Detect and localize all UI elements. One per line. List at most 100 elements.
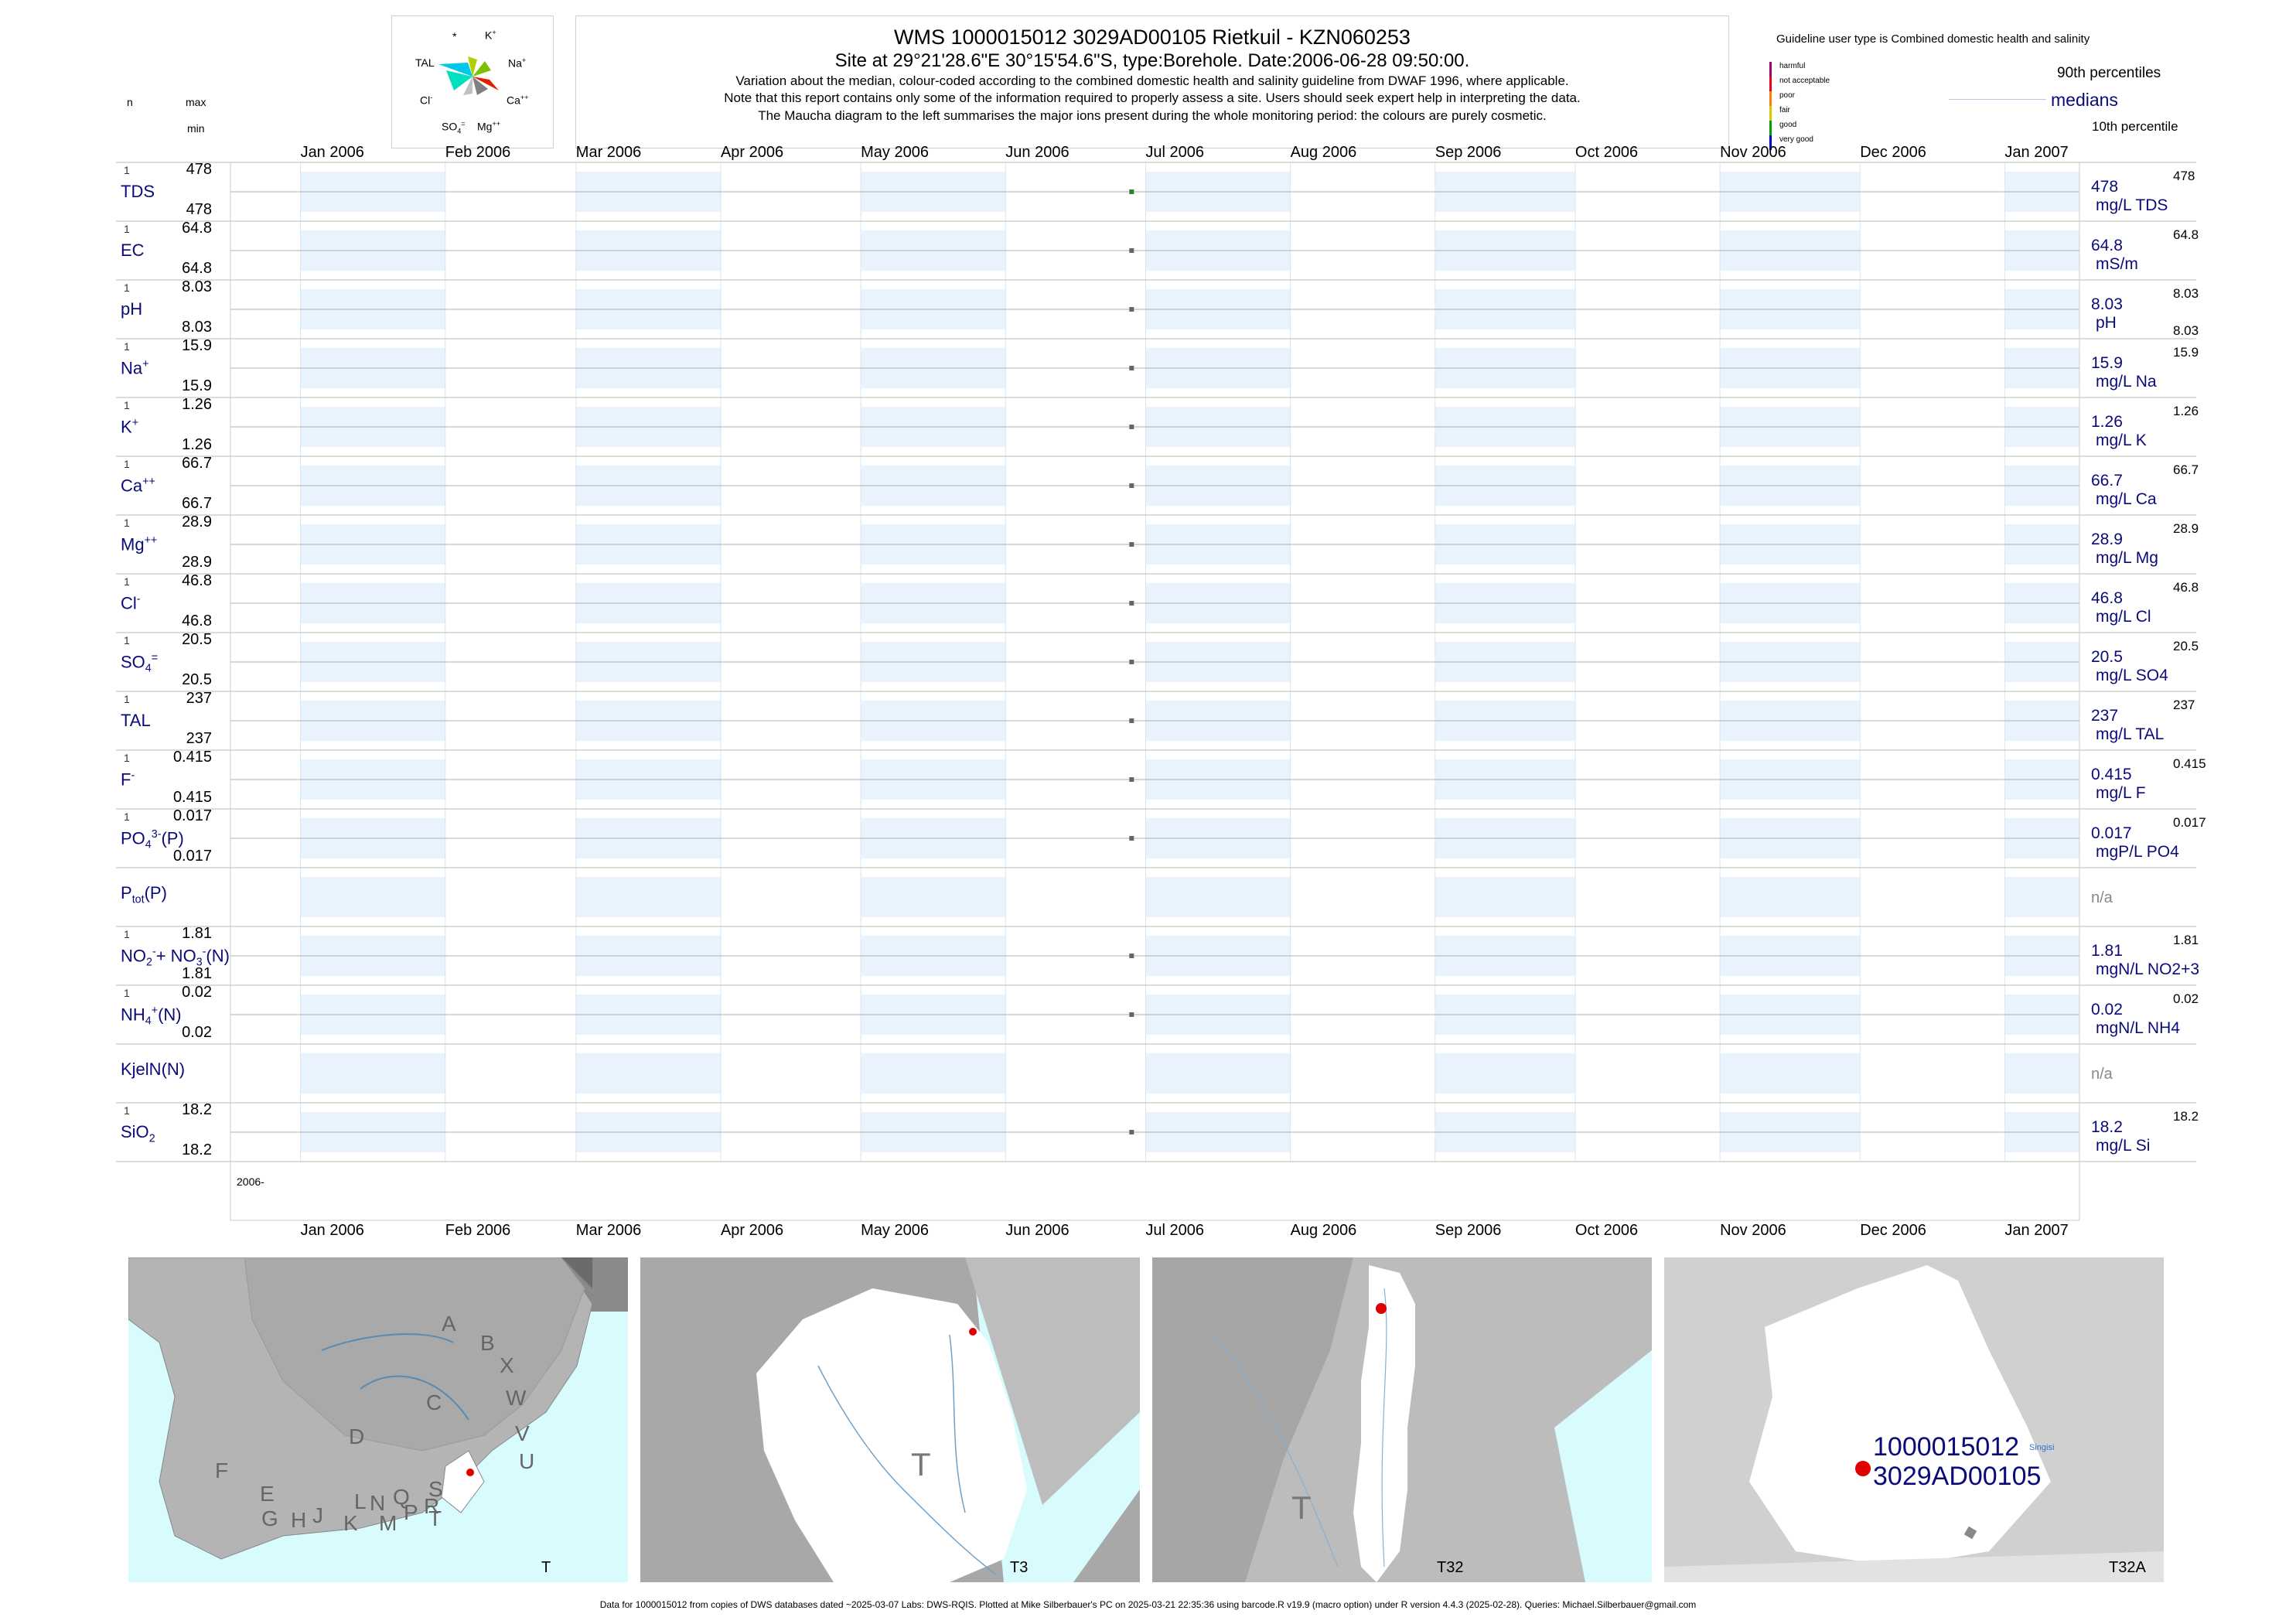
month-label-bottom: Jul 2006 [1145,1222,1205,1239]
maucha-segment-cl [446,70,473,90]
page-title: WMS 1000015012 3029AD00105 Rietkuil - KZ… [894,26,1411,49]
site-marker [1855,1461,1871,1476]
map1-region-label: K [343,1511,358,1535]
row-right-max: 1.26 [2173,404,2199,418]
row-max: 237 [186,690,212,707]
header-min: min [187,122,205,135]
month-band [1145,877,1291,917]
row-median: 28.9 [2091,531,2123,548]
map3-big-label: T [1291,1489,1312,1526]
row-median: 46.8 [2091,589,2123,607]
map-t32a: 1000015012 3029AD00105 Singisi T32A [1664,1257,2164,1582]
month-label-bottom: Jun 2006 [1005,1222,1070,1239]
row-right-max: 15.9 [2173,345,2199,360]
row-unit: mg/L TDS [2096,196,2168,214]
row-min: 8.03 [182,319,212,336]
row-max: 18.2 [182,1101,212,1118]
data-point [1129,1130,1134,1134]
map1-region-label: J [312,1503,323,1527]
month-label-top: Sep 2006 [1435,144,1502,161]
month-label-bottom: Mar 2006 [575,1222,642,1239]
row-min: 64.8 [182,260,212,277]
row-max: 0.415 [172,749,212,766]
maucha-label-cl: Cl- [420,94,433,107]
map-t32: T T32 [1152,1257,1652,1582]
data-point [1129,1012,1134,1017]
footer-text: Data for 1000015012 from copies of DWS d… [599,1599,1697,1610]
month-label-top: Jul 2006 [1145,144,1205,161]
month-label-bottom: Aug 2006 [1290,1222,1357,1239]
row-min: 1.26 [182,436,212,453]
month-label-bottom: Feb 2006 [445,1222,511,1239]
row-unit: mg/L F [2096,784,2146,802]
legend-category: poor [1769,91,1795,106]
row-right-max: 478 [2173,169,2195,183]
maucha-label-tal: TAL [415,56,435,69]
row-median: 1.81 [2091,942,2123,960]
map1-region-label: X [500,1353,514,1377]
row-max: 8.03 [182,278,212,295]
month-label-bottom: May 2006 [861,1222,929,1239]
data-point [1129,777,1134,782]
map4-id1: 1000015012 [1873,1432,2020,1462]
legend-category: not acceptable [1769,77,1830,91]
data-point [1129,366,1134,370]
note-line-3: The Maucha diagram to the left summarise… [758,108,1547,123]
month-band [1435,1053,1575,1093]
maucha-label-star: * [452,30,457,43]
map1-region-label: N [370,1491,386,1515]
row-label: PO43-(P) [121,828,184,851]
row-unit: mg/L Si [2096,1137,2151,1155]
month-band [300,1053,445,1093]
month-label-top: Aug 2006 [1290,144,1357,161]
row-min: 18.2 [182,1141,212,1158]
legend-category: fair [1769,106,1790,121]
data-point [1129,542,1134,547]
month-label-top: Dec 2006 [1860,144,1926,161]
maucha-label-ca: Ca++ [507,94,529,107]
row-unit: mS/m [2096,255,2138,273]
guideline-text: Guideline user type is Combined domestic… [1776,32,2090,46]
data-point [1129,189,1134,194]
row-max: 20.5 [182,631,212,648]
row-min: 478 [186,201,212,218]
row-unit: mg/L SO4 [2096,667,2168,684]
row-right-max: 237 [2173,698,2195,712]
maucha-segment-mg [473,77,488,95]
maucha-segment-tal [438,63,473,77]
data-point [1129,954,1134,958]
row-median: 0.02 [2091,1001,2123,1018]
row-max: 1.26 [182,396,212,413]
map1-region-label: G [261,1506,278,1530]
row-max: 28.9 [182,513,212,531]
map1-region-label: B [480,1331,495,1355]
month-band [2004,1053,2079,1093]
map1-region-label: C [426,1390,442,1414]
row-median: 0.415 [2091,766,2132,783]
legend-p10: 10th percentile [2092,119,2178,134]
map1-region-label: E [260,1482,275,1506]
year-label: 2006- [237,1175,264,1188]
row-min: 15.9 [182,377,212,394]
row-median: 478 [2091,178,2119,196]
row-median: 20.5 [2091,648,2123,666]
note-line-1: Variation about the median, colour-coded… [735,73,1569,88]
row-min: 0.017 [172,848,212,865]
maucha-diagram-box: * K+ TAL Na+ Cl- Ca++ SO4= Mg++ [391,15,554,148]
row-median: 237 [2091,707,2119,725]
month-label-top: May 2006 [861,144,929,161]
map1-region-label: D [349,1424,365,1448]
month-band [575,877,721,917]
maucha-label-na: Na+ [508,56,527,70]
row-right-max: 1.81 [2173,933,2199,947]
row-n: 1 [124,575,130,588]
row-right-max: 18.2 [2173,1109,2199,1124]
water-quality-chart [116,162,2196,1221]
month-label-top: Jan 2006 [300,144,364,161]
row-label: K+ [121,417,139,437]
row-n: 1 [124,281,130,294]
maucha-label-k: K+ [485,29,496,42]
month-band [1145,1053,1291,1093]
data-point [1129,601,1134,606]
